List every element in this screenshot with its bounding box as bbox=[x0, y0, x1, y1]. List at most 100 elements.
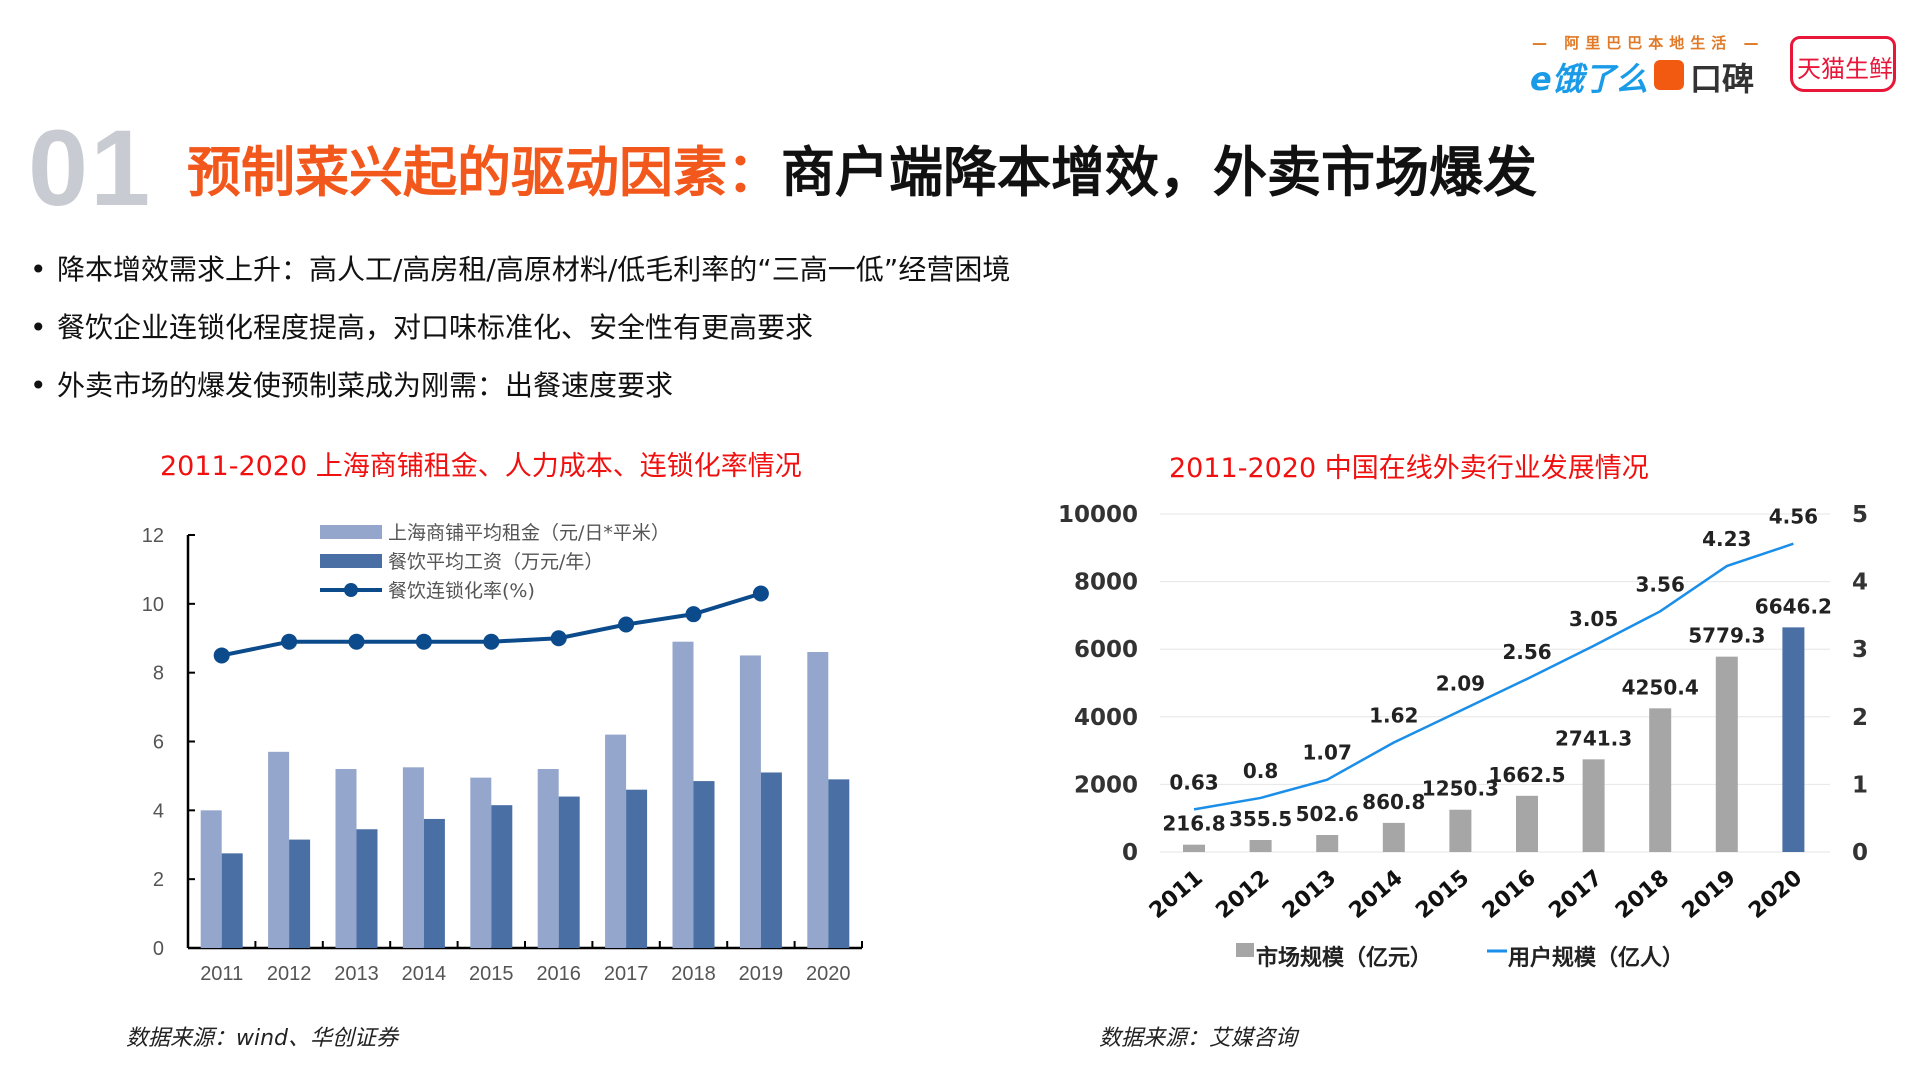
y-tick-label: 2 bbox=[153, 869, 164, 891]
wage-bar bbox=[760, 772, 782, 948]
bullet-dot: • bbox=[30, 253, 47, 286]
y-tick-label: 0 bbox=[1122, 840, 1138, 866]
x-tick-label: 2013 bbox=[1278, 865, 1341, 924]
y-tick-label: 0 bbox=[153, 938, 164, 960]
y2-tick-label: 5 bbox=[1852, 502, 1868, 528]
x-tick-label: 2019 bbox=[739, 963, 784, 985]
bullet-text: 外卖市场的爆发使预制菜成为刚需：出餐速度要求 bbox=[57, 369, 674, 402]
y-tick-label: 4 bbox=[153, 800, 164, 822]
koubei-icon bbox=[1654, 60, 1684, 90]
bullet-dot: • bbox=[30, 311, 47, 344]
chain-rate-point bbox=[213, 647, 230, 664]
market-value-label: 355.5 bbox=[1229, 807, 1292, 831]
chain-rate-point bbox=[348, 633, 365, 650]
x-tick-label: 2012 bbox=[1211, 865, 1274, 924]
user-value-label: 3.05 bbox=[1569, 607, 1618, 631]
wage-bar bbox=[558, 796, 580, 948]
user-value-label: 2.56 bbox=[1502, 640, 1551, 664]
page-title: 预制菜兴起的驱动因素：商户端降本增效，外卖市场爆发 bbox=[187, 128, 1537, 207]
x-tick-label: 2013 bbox=[334, 963, 379, 985]
wage-bar bbox=[828, 779, 850, 948]
user-value-label: 1.62 bbox=[1369, 703, 1418, 727]
rent-bar bbox=[402, 767, 424, 948]
user-value-label: 4.56 bbox=[1769, 505, 1818, 529]
user-value-label: 0.8 bbox=[1243, 759, 1278, 783]
legend-users-label: 用户规模（亿人） bbox=[1508, 945, 1684, 971]
user-value-label: 1.07 bbox=[1303, 741, 1352, 765]
y2-tick-label: 1 bbox=[1852, 772, 1868, 798]
market-bar bbox=[1715, 656, 1738, 852]
market-value-label: 502.6 bbox=[1296, 802, 1359, 826]
market-value-label: 6646.2 bbox=[1755, 594, 1832, 618]
market-bar bbox=[1516, 795, 1538, 852]
left-chart-title: 2011-2020 上海商铺租金、人力成本、连锁化率情况 bbox=[160, 451, 802, 482]
rent-bar bbox=[335, 769, 357, 948]
market-bar bbox=[1449, 809, 1472, 852]
rent-bar bbox=[605, 734, 627, 948]
bullet-dot: • bbox=[30, 369, 47, 402]
rent-bar bbox=[672, 641, 694, 948]
wage-bar bbox=[693, 781, 715, 948]
x-tick-label: 2018 bbox=[671, 963, 716, 985]
legend-market-swatch bbox=[1236, 943, 1254, 957]
x-tick-label: 2014 bbox=[1345, 865, 1408, 924]
bullet-item: • 外卖市场的爆发使预制菜成为刚需：出餐速度要求 bbox=[30, 364, 673, 404]
x-tick-label: 2016 bbox=[536, 963, 581, 985]
market-value-label: 216.8 bbox=[1162, 812, 1225, 836]
rent-bar bbox=[268, 751, 290, 948]
chain-rate-point bbox=[550, 630, 567, 647]
user-value-label: 0.63 bbox=[1169, 770, 1218, 794]
wage-bar bbox=[491, 805, 513, 948]
x-tick-label: 2017 bbox=[1544, 865, 1607, 924]
x-tick-label: 2015 bbox=[469, 963, 514, 985]
wage-bar bbox=[423, 818, 445, 948]
market-bar bbox=[1249, 839, 1272, 852]
legend-market-label: 市场规模（亿元） bbox=[1256, 945, 1432, 971]
x-tick-label: 2015 bbox=[1411, 865, 1474, 924]
y2-tick-label: 2 bbox=[1852, 705, 1868, 731]
market-value-label: 4250.4 bbox=[1622, 675, 1699, 699]
chain-rate-point bbox=[685, 606, 702, 623]
koubei-logo: 口碑 bbox=[1690, 60, 1755, 98]
y2-tick-label: 4 bbox=[1852, 570, 1868, 596]
chain-rate-point bbox=[415, 633, 432, 650]
market-bar bbox=[1316, 835, 1339, 852]
market-value-label: 1250.3 bbox=[1422, 777, 1499, 801]
wage-bar bbox=[221, 853, 243, 948]
chain-rate-point bbox=[618, 616, 635, 633]
x-tick-label: 2014 bbox=[402, 963, 447, 985]
right-source: 数据来源：艾媒咨询 bbox=[1099, 1026, 1298, 1051]
user-value-label: 2.09 bbox=[1436, 672, 1485, 696]
y-tick-label: 2000 bbox=[1074, 772, 1138, 798]
x-tick-label: 2018 bbox=[1611, 865, 1674, 924]
legend-label: 餐饮连锁化率(%) bbox=[388, 580, 535, 602]
market-value-label: 5779.3 bbox=[1688, 624, 1765, 648]
market-bar bbox=[1782, 627, 1805, 852]
legend-chain-marker bbox=[344, 583, 358, 597]
x-tick-label: 2012 bbox=[267, 963, 312, 985]
market-bar bbox=[1649, 708, 1672, 852]
x-tick-label: 2019 bbox=[1678, 865, 1741, 924]
eleme-logo: e饿了么 bbox=[1530, 60, 1648, 98]
x-tick-label: 2020 bbox=[1744, 865, 1807, 924]
alibaba-local-logo: — 阿里巴巴本地生活 — bbox=[1532, 34, 1765, 52]
wage-bar bbox=[356, 829, 378, 948]
wage-bar bbox=[289, 839, 311, 948]
y-tick-label: 10 bbox=[142, 594, 164, 616]
tmall-fresh-text: 天猫生鲜 bbox=[1797, 55, 1893, 83]
x-tick-label: 2016 bbox=[1478, 865, 1541, 924]
x-tick-label: 2020 bbox=[806, 963, 851, 985]
y2-tick-label: 0 bbox=[1852, 840, 1868, 866]
x-tick-label: 2017 bbox=[604, 963, 649, 985]
left-source: 数据来源：wind、华创证券 bbox=[126, 1026, 399, 1051]
wage-bar bbox=[626, 789, 648, 948]
y-tick-label: 6 bbox=[153, 732, 164, 754]
rent-bar bbox=[807, 652, 829, 948]
market-bar bbox=[1582, 759, 1605, 852]
legend-rent-swatch bbox=[320, 525, 382, 539]
chain-rate-point bbox=[483, 633, 500, 650]
legend-label: 餐饮平均工资（万元/年） bbox=[388, 551, 603, 573]
chain-rate-point bbox=[281, 633, 298, 650]
market-bar bbox=[1382, 822, 1405, 852]
y-tick-label: 12 bbox=[142, 525, 164, 547]
